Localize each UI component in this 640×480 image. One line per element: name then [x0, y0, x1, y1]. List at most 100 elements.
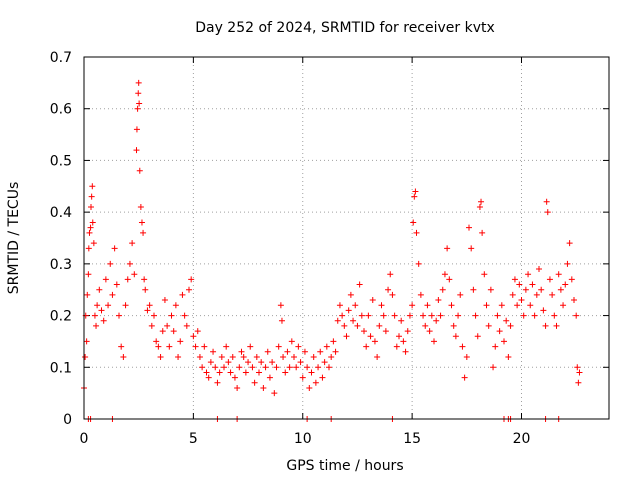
x-tick-label: 0 — [80, 431, 89, 447]
data-point — [336, 302, 343, 309]
data-point — [529, 281, 536, 288]
data-point — [295, 343, 302, 350]
data-point — [540, 307, 547, 314]
data-point — [385, 286, 392, 293]
data-point — [91, 312, 98, 319]
data-point — [503, 317, 510, 324]
data-point — [94, 302, 101, 309]
data-point — [406, 312, 413, 319]
data-point — [284, 348, 291, 355]
data-point — [122, 302, 129, 309]
data-point — [317, 348, 324, 355]
data-point — [133, 126, 140, 133]
data-point — [88, 203, 94, 210]
data-point — [448, 302, 455, 309]
data-point — [571, 297, 577, 304]
data-point — [470, 286, 477, 293]
data-point — [207, 359, 214, 366]
data-point — [275, 343, 282, 350]
data-point — [89, 219, 96, 226]
data-point — [105, 302, 112, 309]
data-point — [525, 271, 532, 278]
data-point — [543, 198, 550, 205]
data-point — [225, 359, 232, 366]
data-point — [441, 271, 448, 278]
data-point — [369, 297, 376, 304]
y-tick-label: 0.1 — [50, 360, 72, 376]
data-point — [286, 364, 293, 371]
data-point — [144, 307, 151, 314]
data-point — [107, 260, 114, 267]
data-point — [560, 302, 567, 309]
data-point — [136, 100, 143, 107]
data-point — [487, 286, 494, 293]
x-tick-label: 5 — [189, 431, 198, 447]
data-point — [507, 322, 514, 329]
data-point — [437, 312, 444, 319]
data-point — [472, 312, 479, 319]
x-axis: 0 5 10 15 20 — [80, 57, 530, 447]
data-point — [452, 333, 459, 340]
plot-frame — [83, 56, 610, 420]
data-point — [164, 322, 171, 329]
data-point — [393, 343, 400, 350]
data-point — [374, 353, 381, 360]
data-point — [312, 379, 319, 386]
data-point — [444, 245, 451, 252]
data-point — [260, 384, 267, 391]
data-point — [231, 374, 238, 381]
data-point — [531, 312, 538, 319]
data-point — [481, 271, 488, 278]
data-point — [186, 286, 192, 293]
data-point — [466, 224, 472, 231]
data-point — [251, 379, 258, 386]
data-point — [84, 291, 91, 298]
data-point — [479, 229, 486, 236]
data-point — [389, 291, 396, 298]
data-point — [100, 317, 107, 324]
data-point — [468, 245, 475, 252]
data-point — [277, 302, 284, 309]
data-point — [339, 312, 346, 319]
data-point — [135, 79, 142, 86]
data-point — [282, 369, 289, 376]
data-point — [494, 312, 501, 319]
data-point — [124, 276, 131, 283]
data-point — [546, 276, 553, 283]
data-point — [210, 348, 217, 355]
data-point — [358, 312, 365, 319]
data-point — [227, 369, 234, 376]
data-point — [412, 188, 419, 195]
data-point — [155, 343, 162, 350]
x-tick-label: 15 — [403, 431, 421, 447]
x-axis-title: GPS time / hours — [286, 458, 403, 474]
data-point — [113, 281, 120, 288]
data-point — [501, 338, 507, 345]
y-tick-label: 0.7 — [50, 50, 72, 66]
data-point — [301, 348, 308, 355]
data-point — [551, 312, 558, 319]
data-point — [536, 266, 542, 273]
data-point — [221, 364, 227, 371]
data-point — [496, 328, 503, 335]
data-point — [450, 322, 457, 329]
data-point — [240, 353, 247, 360]
data-point — [410, 219, 417, 226]
data-point — [93, 322, 100, 329]
data-point — [245, 359, 252, 366]
data-point — [538, 286, 545, 293]
data-point — [157, 353, 164, 360]
data-point — [109, 291, 116, 298]
data-point — [376, 322, 383, 329]
data-point — [492, 343, 499, 350]
y-axis-title: SRMTID / TECUs — [6, 182, 22, 295]
data-point — [83, 338, 90, 345]
data-point — [321, 359, 328, 366]
y-axis: 0 0.1 0.2 0.3 0.4 0.5 0.6 0.7 — [50, 50, 609, 428]
data-point — [85, 271, 92, 278]
data-point — [151, 312, 157, 319]
data-point — [568, 276, 575, 283]
data-point — [146, 302, 153, 309]
data-point — [509, 291, 516, 298]
data-point — [402, 348, 409, 355]
